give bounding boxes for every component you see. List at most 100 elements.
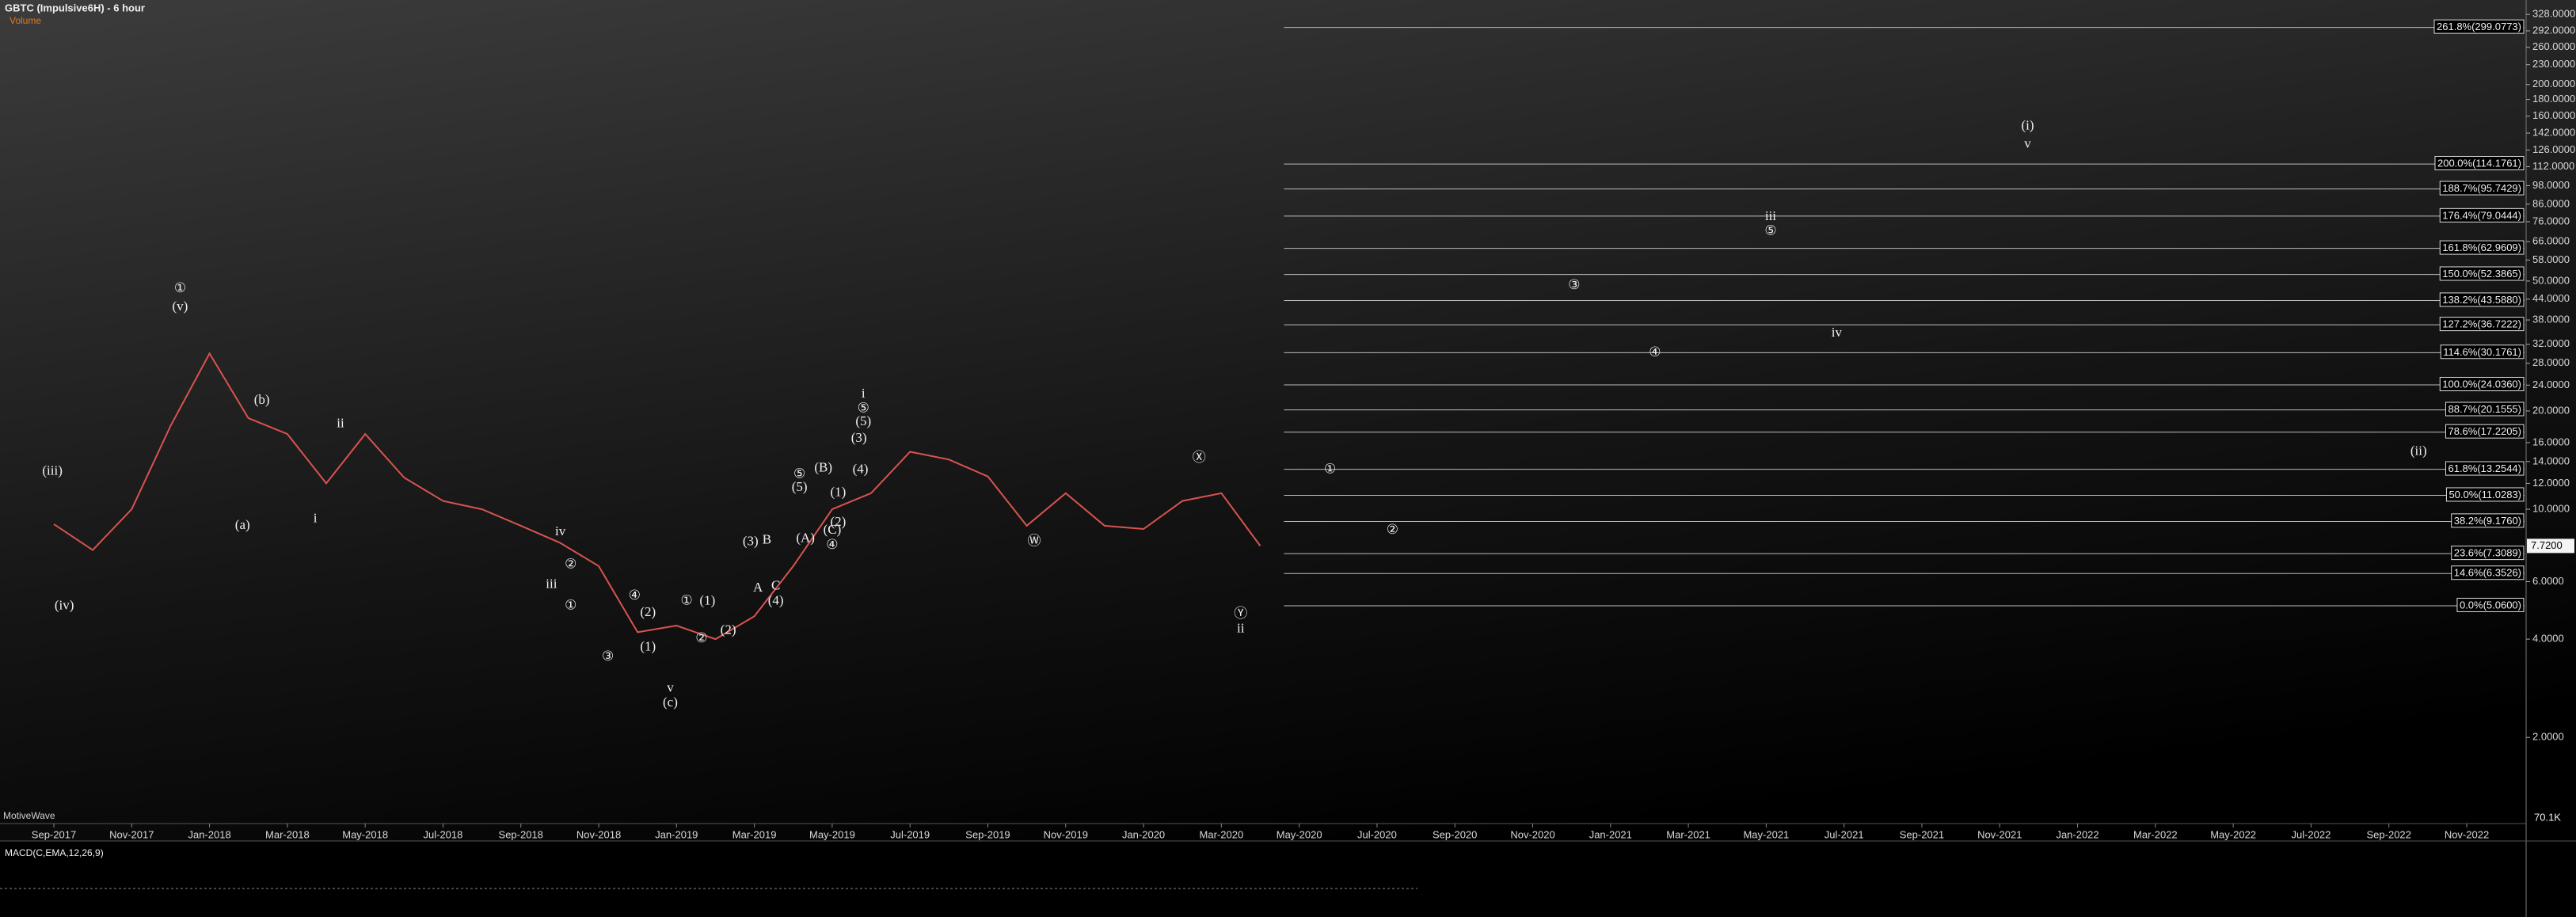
wave-label: (3) [851, 430, 867, 445]
x-tick-label: Jan-2021 [1589, 828, 1632, 840]
wave-label: B [763, 532, 771, 547]
fib-label-box [2440, 344, 2525, 360]
watermark: MotiveWave [3, 810, 55, 821]
last-price-box [2527, 538, 2574, 554]
wave-label: Ⓦ [1028, 534, 1041, 549]
x-tick-label: Nov-2019 [1044, 828, 1088, 840]
fib-label: 61.8%(13.2544) [2448, 462, 2521, 474]
wave-label: (i) [2021, 118, 2034, 133]
y-tick-label: 98.0000 [2532, 179, 2570, 191]
x-tick-label: Nov-2022 [2445, 828, 2489, 840]
fib-label: 78.6%(17.2205) [2448, 425, 2521, 437]
macd-panel [0, 841, 2526, 917]
wave-label: (a) [235, 517, 250, 532]
x-tick-label: Nov-2018 [576, 828, 621, 840]
fib-label: 23.6%(7.3089) [2454, 547, 2521, 559]
y-tick-label: 44.0000 [2532, 292, 2570, 304]
fib-label-box [2445, 487, 2525, 502]
x-tick-label: May-2020 [1277, 828, 1322, 840]
wave-label: ⑤ [1764, 223, 1776, 238]
y-tick-label: 28.0000 [2532, 356, 2570, 368]
y-tick-label: 32.0000 [2532, 337, 2570, 349]
fib-label: 150.0%(52.3865) [2442, 268, 2521, 280]
fib-label: 127.2%(36.7222) [2442, 318, 2521, 330]
wave-label: (1) [699, 592, 715, 607]
wave-label: (A) [796, 531, 815, 546]
y-tick-label: 328.0000 [2532, 8, 2575, 20]
y-tick-label: 50.0000 [2532, 274, 2570, 286]
last-price-label: 7.7200 [2531, 539, 2563, 551]
y-tick-label: 126.0000 [2532, 143, 2575, 155]
x-tick-label: Jul-2020 [1357, 828, 1397, 840]
x-tick-label: Sep-2022 [2367, 828, 2411, 840]
y-tick-label: 58.0000 [2532, 253, 2570, 265]
x-tick-label: May-2021 [1743, 828, 1789, 840]
fib-label: 138.2%(43.5880) [2442, 294, 2521, 306]
subtitle: Volume [10, 15, 41, 26]
wave-label: (v) [173, 299, 188, 314]
wave-label: Ⓨ [1234, 606, 1247, 621]
fib-label: 176.4%(79.0444) [2442, 209, 2521, 221]
wave-label: iii [1765, 208, 1776, 223]
wave-label: (4) [768, 592, 784, 607]
x-tick-label: Jul-2021 [1825, 828, 1864, 840]
y-tick-label: 292.0000 [2532, 24, 2575, 36]
wave-label: (1) [830, 484, 846, 499]
wave-label: ① [1324, 461, 1336, 476]
y-tick-label: 112.0000 [2532, 160, 2574, 172]
wave-label: A [753, 580, 763, 595]
wave-label: Ⓧ [1193, 450, 1206, 465]
wave-label: (iii) [42, 462, 63, 478]
fib-label-box [2456, 597, 2525, 612]
y-tick-label: 14.0000 [2532, 455, 2570, 466]
y-tick-label: 66.0000 [2532, 235, 2570, 247]
x-tick-label: Nov-2017 [109, 828, 154, 840]
wave-label: (3) [743, 534, 759, 549]
wave-label: ① [174, 280, 186, 295]
y-tick-label: 38.0000 [2532, 313, 2570, 325]
wave-label: C [771, 578, 780, 593]
wave-label: (2) [721, 622, 736, 637]
wave-label: ③ [602, 649, 614, 664]
x-tick-label: Jan-2019 [655, 828, 698, 840]
wave-label: ② [695, 630, 707, 645]
x-tick-label: Mar-2019 [732, 828, 777, 840]
y-tick-label: 160.0000 [2532, 109, 2575, 121]
wave-label: ① [565, 598, 576, 613]
fib-label-box [2451, 546, 2525, 561]
x-tick-label: Jul-2022 [2291, 828, 2331, 840]
fib-label: 114.6%(30.1761) [2443, 346, 2521, 358]
wave-label: ④ [826, 537, 838, 552]
fib-label-box [2451, 565, 2525, 580]
wave-label: ② [1387, 522, 1398, 537]
fib-label-box [2439, 207, 2525, 223]
price-line [53, 352, 1261, 641]
y-tick-label: 20.0000 [2532, 404, 2570, 416]
x-tick-label: Sep-2020 [1433, 828, 1477, 840]
x-tick-label: Jan-2020 [1122, 828, 1165, 840]
wave-label: (2) [640, 604, 656, 619]
wave-label: ② [565, 557, 576, 572]
y-tick-label: 76.0000 [2532, 215, 2570, 226]
wave-label: (2) [830, 514, 846, 529]
wave-label: iii [546, 576, 557, 592]
fib-label-box [2439, 181, 2525, 196]
wave-label: (ii) [2410, 443, 2427, 458]
fib-label: 200.0%(114.1761) [2437, 158, 2521, 169]
wave-label: ③ [1568, 277, 1580, 292]
fib-label-box [2439, 317, 2525, 332]
x-tick-label: Mar-2018 [265, 828, 310, 840]
x-tick-label: Sep-2017 [32, 828, 76, 840]
fib-label: 14.6%(6.3526) [2454, 567, 2521, 579]
wave-label: v [2024, 136, 2031, 151]
chart-title: GBTC (Impulsive6H) - 6 hour [5, 2, 145, 13]
wave-label: (C) [824, 522, 842, 537]
wave-label: iv [1832, 325, 1843, 340]
fib-label: 188.7%(95.7429) [2442, 182, 2521, 194]
x-tick-label: Nov-2020 [1510, 828, 1554, 840]
wave-label: i [314, 511, 318, 526]
wave-label: ⑤ [793, 466, 805, 481]
x-tick-label: Sep-2018 [499, 828, 543, 840]
fib-label-box [2445, 401, 2525, 417]
